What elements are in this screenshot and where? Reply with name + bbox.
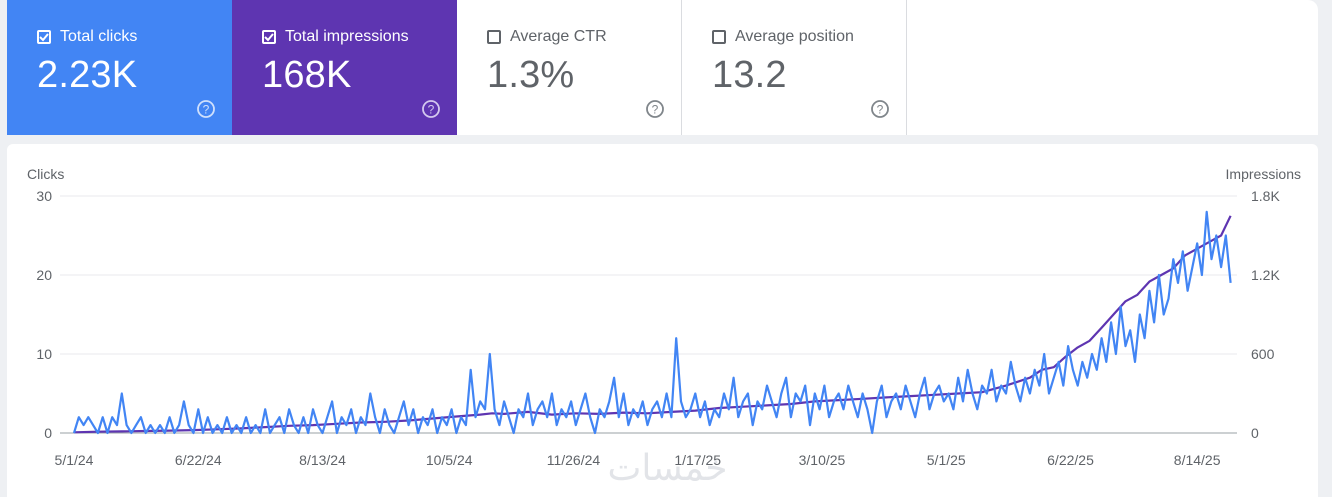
x-tick-label: 1/17/25 <box>674 452 721 468</box>
x-tick-label: 8/13/24 <box>299 452 346 468</box>
total-impressions-card[interactable]: Total impressions 168K ? <box>232 0 457 135</box>
x-tick-label: 5/1/25 <box>927 452 966 468</box>
average-ctr-card[interactable]: Average CTR 1.3% ? <box>457 0 682 135</box>
left-tick-label: 20 <box>36 267 52 283</box>
average-ctr-label: Average CTR <box>510 28 607 45</box>
total-impressions-label: Total impressions <box>285 28 409 45</box>
performance-chart-panel: Clicks Impressions 0 10 20 30 0 600 1.2K 1.8K 5/1/… <box>7 144 1318 497</box>
impressions-series-line <box>73 215 1232 434</box>
average-ctr-header: Average CTR <box>487 28 681 46</box>
total-clicks-label: Total clicks <box>60 28 138 45</box>
check-icon <box>264 33 274 42</box>
total-clicks-checkbox[interactable] <box>37 30 51 44</box>
x-tick-label: 5/1/24 <box>55 452 94 468</box>
total-clicks-value: 2.23K <box>37 54 138 96</box>
average-position-value: 13.2 <box>712 54 787 96</box>
help-icon[interactable]: ? <box>196 99 216 119</box>
total-impressions-value: 168K <box>262 54 352 96</box>
x-tick-label: 10/5/24 <box>426 452 473 468</box>
performance-chart: Clicks Impressions 0 10 20 30 0 600 1.2K 1.8K 5/1/… <box>27 166 1301 468</box>
help-icon[interactable]: ? <box>645 99 665 119</box>
clicks-series-line <box>72 210 1232 435</box>
average-ctr-checkbox[interactable] <box>487 30 501 44</box>
right-tick-label: 600 <box>1251 346 1275 362</box>
x-tick-label: 11/26/24 <box>547 452 601 468</box>
x-tick-label: 3/10/25 <box>799 452 846 468</box>
help-icon[interactable]: ? <box>421 99 441 119</box>
svg-text:?: ? <box>428 102 435 116</box>
left-axis-title: Clicks <box>27 166 64 182</box>
average-position-label: Average position <box>735 28 854 45</box>
svg-text:?: ? <box>203 102 210 116</box>
total-clicks-card[interactable]: Total clicks 2.23K ? <box>7 0 232 135</box>
total-clicks-header: Total clicks <box>37 28 232 46</box>
total-impressions-checkbox[interactable] <box>262 30 276 44</box>
left-tick-label: 0 <box>44 425 52 441</box>
right-axis-title: Impressions <box>1226 166 1301 182</box>
right-tick-label: 1.2K <box>1251 267 1280 283</box>
right-tick-label: 0 <box>1251 425 1259 441</box>
average-ctr-value: 1.3% <box>487 54 575 96</box>
svg-text:?: ? <box>652 102 659 116</box>
average-position-card[interactable]: Average position 13.2 ? <box>682 0 907 135</box>
x-tick-label: 6/22/24 <box>175 452 222 468</box>
check-icon <box>39 33 49 42</box>
average-position-header: Average position <box>712 28 906 46</box>
right-tick-label: 1.8K <box>1251 188 1280 204</box>
x-tick-label: 8/14/25 <box>1174 452 1221 468</box>
total-impressions-header: Total impressions <box>262 28 457 46</box>
header-empty-area <box>907 0 1318 135</box>
svg-text:?: ? <box>877 102 884 116</box>
left-tick-label: 30 <box>36 188 52 204</box>
help-icon[interactable]: ? <box>870 99 890 119</box>
left-tick-label: 10 <box>36 346 52 362</box>
average-position-checkbox[interactable] <box>712 30 726 44</box>
metric-cards: Total clicks 2.23K ? Total impressions 1… <box>7 0 907 135</box>
x-tick-label: 6/22/25 <box>1047 452 1094 468</box>
